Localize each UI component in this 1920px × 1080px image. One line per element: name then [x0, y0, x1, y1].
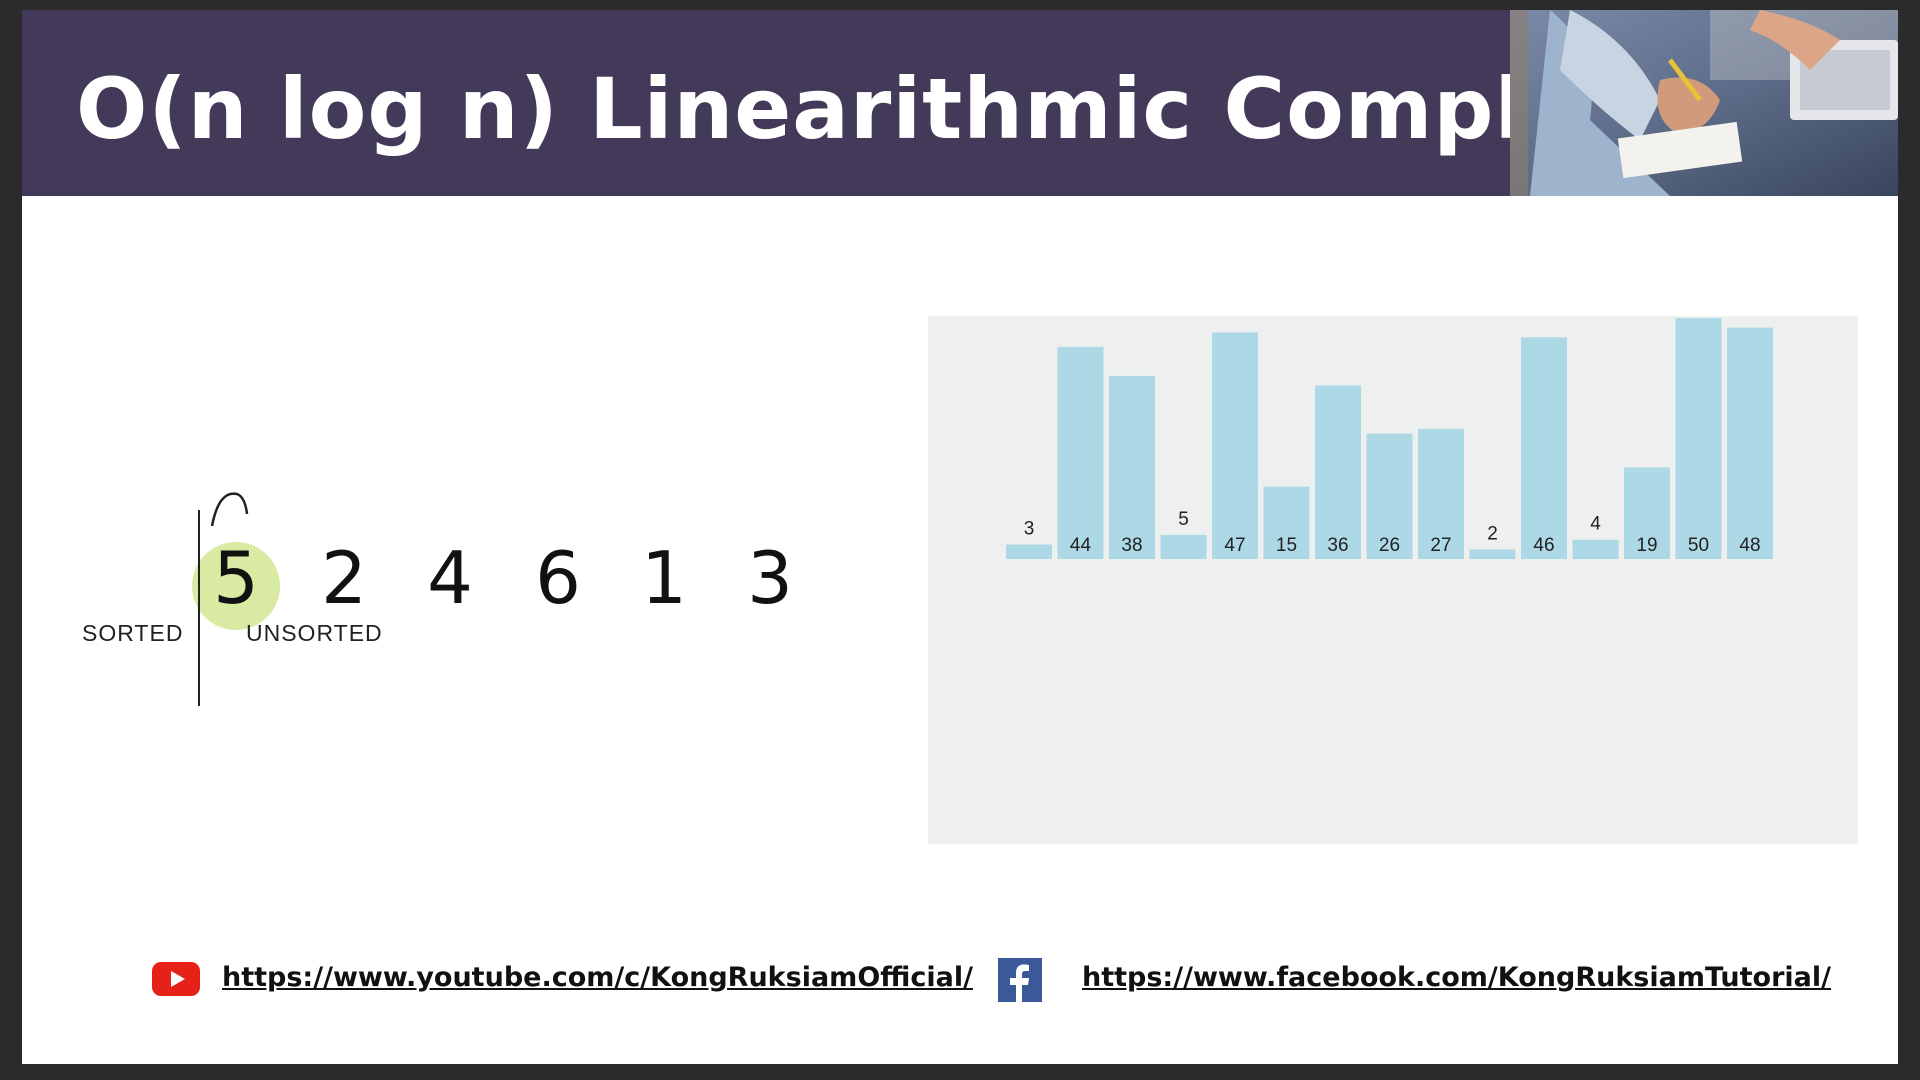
unsorted-label: UNSORTED	[246, 620, 383, 646]
bar-value-label: 46	[1533, 535, 1554, 556]
bar	[1366, 433, 1413, 559]
sorted-divider	[198, 510, 200, 706]
array-element: 3	[747, 536, 793, 620]
bar	[1624, 467, 1670, 559]
bar	[1418, 428, 1464, 559]
insertion-sort-illustration: 5 2 4 6 1 3 SORTED UNSORTED	[22, 480, 922, 730]
bar	[1469, 549, 1516, 559]
bar-value-label: 48	[1739, 535, 1760, 556]
bar-value-label: 3	[1024, 519, 1035, 540]
bar	[1727, 327, 1773, 559]
bar	[1160, 534, 1207, 559]
bar-value-label: 27	[1430, 535, 1451, 556]
bar-value-label: 5	[1178, 509, 1189, 530]
bar	[1006, 544, 1052, 559]
bar-chart-panel: 3 44 38 5 47 15 36 26 27 2 46 4 19 50 48	[928, 316, 1858, 844]
bar-value-label: 38	[1121, 535, 1142, 556]
array-element: 6	[535, 536, 581, 620]
bar-value-label: 47	[1224, 535, 1245, 556]
array-element: 1	[641, 536, 687, 620]
bar-value-label: 19	[1636, 535, 1657, 556]
slide-title: O(n log n) Linearithmic Complexity	[76, 60, 1765, 158]
youtube-icon	[152, 962, 200, 996]
array-element: 4	[427, 536, 473, 620]
youtube-link[interactable]: https://www.youtube.com/c/KongRuksiamOff…	[222, 962, 973, 993]
slide: O(n log n) Linearithmic Complexity	[22, 10, 1898, 1064]
bar	[1109, 375, 1155, 559]
bar-value-label: 26	[1379, 535, 1400, 556]
bar-value-label: 36	[1327, 535, 1348, 556]
facebook-icon	[998, 958, 1042, 1002]
bar	[1057, 346, 1104, 559]
bar	[1572, 539, 1619, 559]
bar-value-label: 44	[1070, 535, 1092, 556]
title-bar: O(n log n) Linearithmic Complexity	[22, 10, 1898, 196]
bar-value-label: 50	[1688, 535, 1709, 556]
bar-chart: 3 44 38 5 47 15 36 26 27 2 46 4 19 50 48	[1006, 318, 1773, 559]
bar-value-label: 15	[1276, 535, 1297, 556]
bar	[1212, 332, 1258, 559]
bar	[1675, 318, 1722, 559]
facebook-link[interactable]: https://www.facebook.com/KongRuksiamTuto…	[1082, 962, 1832, 993]
array-element: 2	[321, 536, 367, 620]
youtube-link-row[interactable]: https://www.youtube.com/c/KongRuksiamOff…	[152, 958, 982, 1002]
bar	[1315, 385, 1361, 559]
sorted-label: SORTED	[82, 620, 184, 646]
facebook-link-row[interactable]: https://www.facebook.com/KongRuksiamTuto…	[998, 958, 1831, 1002]
bar	[1521, 337, 1567, 559]
bar-value-label: 4	[1590, 514, 1601, 535]
current-element-highlight	[192, 542, 280, 630]
swap-arc-icon	[210, 492, 249, 527]
array-element: 5	[213, 536, 259, 620]
bar	[1263, 486, 1310, 559]
header-photo	[1510, 10, 1898, 196]
bar-value-label: 2	[1487, 523, 1498, 544]
